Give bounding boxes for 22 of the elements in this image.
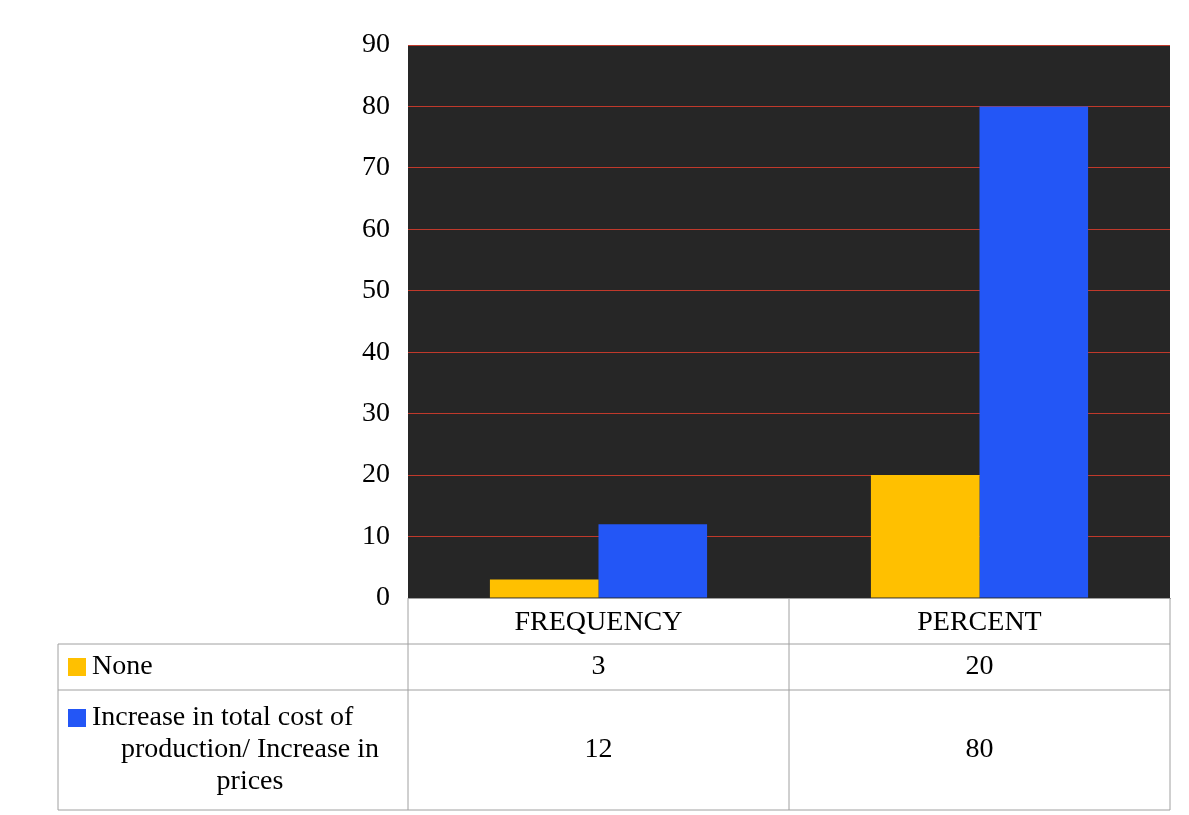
data-label: 3	[591, 649, 606, 681]
y-tick-label: 70	[362, 150, 390, 182]
y-tick-label: 40	[362, 334, 390, 366]
y-tick-label: 60	[362, 211, 390, 243]
x-tick-label: PERCENT	[917, 605, 1042, 637]
bar	[489, 579, 599, 598]
bar	[598, 524, 708, 598]
x-tick-label: FREQUENCY	[514, 605, 683, 637]
bar	[870, 475, 980, 598]
y-tick-label: 50	[362, 273, 390, 305]
y-tick-label: 0	[376, 580, 390, 612]
y-tick-label: 90	[362, 27, 390, 59]
data-label: 20	[965, 649, 994, 681]
data-label: 12	[584, 732, 613, 764]
y-tick-label: 80	[362, 88, 390, 120]
legend-label: None	[92, 649, 153, 681]
y-tick-label: 10	[362, 518, 390, 550]
legend-label: Increase in total cost of production/ Increase in prices	[92, 700, 380, 796]
y-tick-label: 30	[362, 396, 390, 428]
data-label: 80	[965, 732, 994, 764]
y-tick-label: 20	[362, 457, 390, 489]
bar	[979, 106, 1089, 598]
